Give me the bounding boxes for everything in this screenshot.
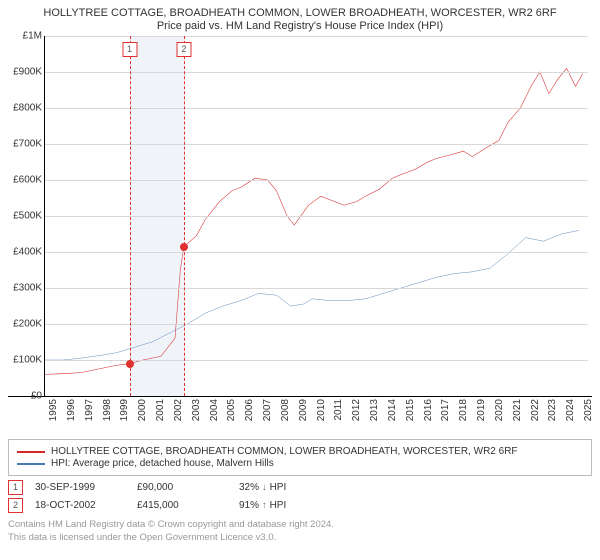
- event-marker: 1: [122, 42, 137, 57]
- plot-region: 12: [44, 36, 588, 396]
- x-tick-label: 2013: [369, 399, 380, 421]
- x-tick-label: 2001: [155, 399, 166, 421]
- y-tick-label: £100K: [8, 355, 42, 366]
- x-tick-label: 1995: [48, 399, 59, 421]
- sale-point: [126, 360, 134, 368]
- x-tick-label: 2024: [565, 399, 576, 421]
- event-row: 1 30-SEP-1999 £90,000 32% ↓ HPI: [8, 480, 592, 495]
- event-pct: 32% ↓ HPI: [239, 482, 329, 493]
- x-tick-label: 2000: [137, 399, 148, 421]
- x-tick-label: 2008: [280, 399, 291, 421]
- y-tick-label: £300K: [8, 283, 42, 294]
- x-tick-label: 1998: [102, 399, 113, 421]
- x-tick-label: 2003: [191, 399, 202, 421]
- chart-subtitle: Price paid vs. HM Land Registry's House …: [0, 20, 600, 36]
- x-tick-label: 2023: [547, 399, 558, 421]
- legend-label: HOLLYTREE COTTAGE, BROADHEATH COMMON, LO…: [51, 446, 518, 457]
- x-tick-label: 2007: [262, 399, 273, 421]
- x-tick-label: 2004: [209, 399, 220, 421]
- x-tick-label: 2021: [512, 399, 523, 421]
- event-number: 2: [8, 498, 23, 513]
- x-tick-label: 2016: [423, 399, 434, 421]
- y-tick-label: £600K: [8, 175, 42, 186]
- x-tick-label: 2019: [476, 399, 487, 421]
- footer-line: This data is licensed under the Open Gov…: [8, 532, 592, 545]
- event-price: £90,000: [137, 482, 227, 493]
- x-tick-label: 1999: [119, 399, 130, 421]
- x-tick-label: 2002: [173, 399, 184, 421]
- event-price: £415,000: [137, 500, 227, 511]
- event-date: 18-OCT-2002: [35, 500, 125, 511]
- trend-arrow-icon: ↓: [262, 482, 267, 493]
- x-tick-label: 1996: [66, 399, 77, 421]
- y-tick-label: £400K: [8, 247, 42, 258]
- x-tick-label: 2025: [583, 399, 594, 421]
- legend: HOLLYTREE COTTAGE, BROADHEATH COMMON, LO…: [8, 439, 592, 476]
- event-row: 2 18-OCT-2002 £415,000 91% ↑ HPI: [8, 498, 592, 513]
- x-tick-label: 2018: [458, 399, 469, 421]
- event-date: 30-SEP-1999: [35, 482, 125, 493]
- x-tick-label: 2010: [316, 399, 327, 421]
- x-tick-label: 2005: [226, 399, 237, 421]
- event-pct: 91% ↑ HPI: [239, 500, 329, 511]
- y-tick-label: £500K: [8, 211, 42, 222]
- x-tick-label: 2011: [333, 399, 344, 421]
- x-tick-label: 2015: [405, 399, 416, 421]
- x-tick-label: 1997: [84, 399, 95, 421]
- x-tick-label: 2006: [244, 399, 255, 421]
- legend-swatch: [17, 451, 45, 453]
- y-tick-label: £900K: [8, 67, 42, 78]
- x-axis-labels: 1995 1996 1997 1998 1999 2000 2001 2002 2003 2004…: [8, 399, 592, 433]
- footer-line: Contains HM Land Registry data © Crown c…: [8, 519, 592, 532]
- x-tick-label: 2014: [387, 399, 398, 421]
- legend-swatch: [17, 463, 45, 465]
- legend-label: HPI: Average price, detached house, Malv…: [51, 458, 274, 469]
- x-tick-label: 2009: [298, 399, 309, 421]
- sale-point: [180, 243, 188, 251]
- event-number: 1: [8, 480, 23, 495]
- y-tick-label: £1M: [8, 31, 42, 42]
- x-tick-label: 2022: [530, 399, 541, 421]
- event-marker: 2: [176, 42, 191, 57]
- x-tick-label: 2017: [440, 399, 451, 421]
- x-tick-label: 2020: [494, 399, 505, 421]
- y-tick-label: £700K: [8, 139, 42, 150]
- footer-attribution: Contains HM Land Registry data © Crown c…: [8, 519, 592, 545]
- chart-title: HOLLYTREE COTTAGE, BROADHEATH COMMON, LO…: [0, 0, 600, 20]
- event-table: 1 30-SEP-1999 £90,000 32% ↓ HPI 2 18-OCT-2002…: [8, 480, 592, 513]
- y-tick-label: £800K: [8, 103, 42, 114]
- y-tick-label: £200K: [8, 319, 42, 330]
- trend-arrow-icon: ↑: [262, 500, 267, 511]
- series-hpi: [45, 231, 579, 361]
- series-property: [45, 69, 583, 375]
- chart-area: 12 £0£100K£200K£300K£400K£500K£600K£700K…: [8, 36, 592, 397]
- x-tick-label: 2012: [351, 399, 362, 421]
